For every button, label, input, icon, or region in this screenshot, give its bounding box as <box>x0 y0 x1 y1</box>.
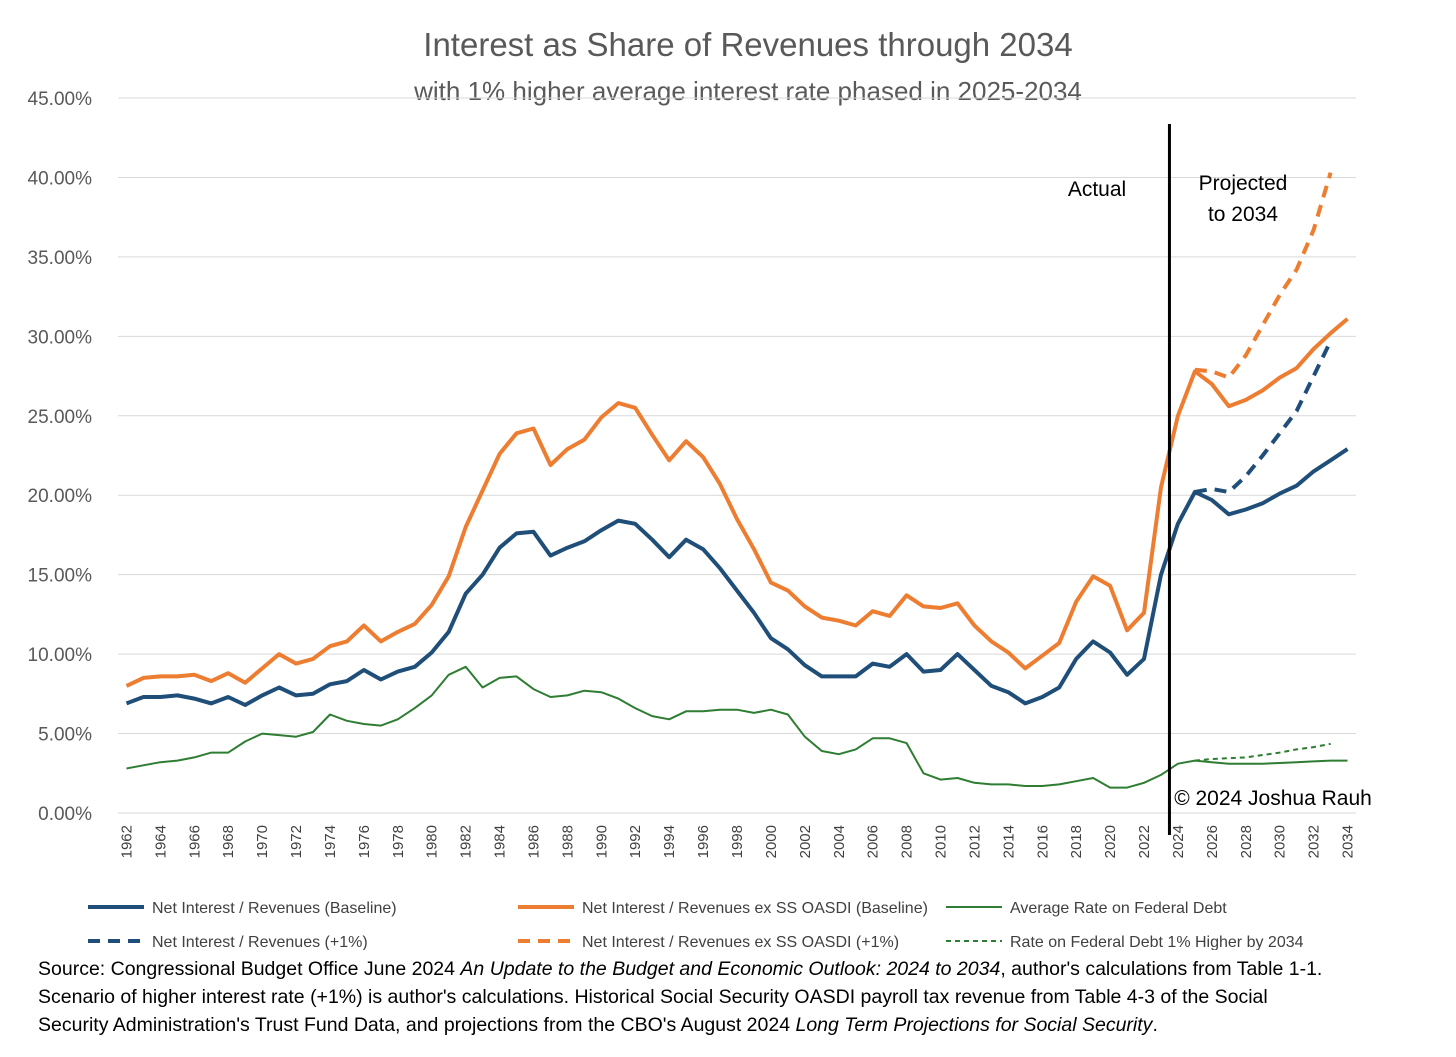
x-tick-label: 1962 <box>118 825 135 858</box>
series-line <box>125 317 1349 688</box>
y-tick-label: 15.00% <box>28 566 93 587</box>
x-tick-label: 1984 <box>492 825 509 858</box>
legend: Net Interest / Revenues (Baseline) Net In… <box>88 900 1304 950</box>
x-tick-label: 2008 <box>899 825 916 858</box>
x-tick-label: 1982 <box>458 825 475 858</box>
x-tick-label: 1992 <box>627 825 644 858</box>
legend-label: Net Interest / Revenues ex SS OASDI (+1%… <box>582 934 899 950</box>
source-line-2: Scenario of higher interest rate (+1%) i… <box>38 986 1268 1008</box>
x-tick-label: 1974 <box>322 825 339 858</box>
x-tick-label: 2024 <box>1170 825 1187 858</box>
projected-label-line1: Projected <box>1199 172 1288 195</box>
series-line <box>1194 742 1331 762</box>
legend-label: Net Interest / Revenues ex SS OASDI (Bas… <box>582 900 928 917</box>
x-tick-label: 2004 <box>831 825 848 858</box>
x-tick-label: 2022 <box>1136 825 1153 858</box>
series-line <box>125 447 1349 707</box>
chart: Interest as Share of Revenues through 20… <box>28 26 1372 950</box>
x-tick-label: 2014 <box>1000 825 1017 858</box>
x-tick-label: 1970 <box>254 825 271 858</box>
x-tick-label: 2018 <box>1068 825 1085 858</box>
x-tick-label: 2026 <box>1204 825 1221 858</box>
y-tick-label: 5.00% <box>38 725 92 746</box>
x-tick-label: 1986 <box>525 825 542 858</box>
x-tick-label: 1976 <box>356 825 373 858</box>
chart-title: Interest as Share of Revenues through 20… <box>423 26 1072 63</box>
x-tick-label: 2000 <box>763 825 780 858</box>
legend-label: Net Interest / Revenues (Baseline) <box>152 900 397 917</box>
y-tick-label: 25.00% <box>28 407 93 428</box>
x-axis-ticks: 1962 1964 1966 1968 1970 1972 1974 1976 1978 1980… <box>118 825 1356 858</box>
x-tick-label: 1968 <box>220 825 237 858</box>
x-tick-label: 1978 <box>390 825 407 858</box>
x-tick-label: 1966 <box>186 825 203 858</box>
copyright-label: © 2024 Joshua Rauh <box>1174 787 1372 810</box>
chart-subtitle: with 1% higher average interest rate pha… <box>413 76 1082 106</box>
legend-label: Net Interest / Revenues (+1%) <box>152 934 368 950</box>
y-tick-label: 40.00% <box>28 168 93 189</box>
y-tick-label: 0.00% <box>38 804 92 825</box>
x-tick-label: 2002 <box>797 825 814 858</box>
y-axis-ticks: 0.00% 5.00% 10.00% 15.00% 20.00% 25.00% 30.00%… <box>28 89 93 825</box>
source-line-3: Security Administration's Trust Fund Dat… <box>38 1014 1158 1036</box>
x-tick-label: 2016 <box>1034 825 1051 858</box>
source-note: Source: Congressional Budget Office June… <box>38 955 1438 1039</box>
x-tick-label: 2030 <box>1272 825 1289 858</box>
x-tick-label: 2020 <box>1102 825 1119 858</box>
series-lines <box>125 172 1349 789</box>
series-line <box>1194 172 1333 380</box>
x-tick-label: 1996 <box>695 825 712 858</box>
x-tick-label: 1998 <box>729 825 746 858</box>
x-tick-label: 2006 <box>865 825 882 858</box>
y-tick-label: 45.00% <box>28 89 93 110</box>
x-tick-label: 1980 <box>424 825 441 858</box>
x-tick-label: 2034 <box>1340 825 1357 858</box>
x-tick-label: 2032 <box>1306 825 1323 858</box>
y-tick-label: 35.00% <box>28 248 93 269</box>
x-tick-label: 2010 <box>933 825 950 858</box>
projected-label-line2: to 2034 <box>1208 203 1278 226</box>
x-tick-label: 1988 <box>559 825 576 858</box>
x-tick-label: 2012 <box>966 825 983 858</box>
y-tick-label: 10.00% <box>28 645 93 666</box>
y-tick-label: 20.00% <box>28 486 93 507</box>
series-line <box>126 665 1348 789</box>
x-tick-label: 1972 <box>288 825 305 858</box>
y-tick-label: 30.00% <box>28 327 93 348</box>
actual-label: Actual <box>1068 178 1126 201</box>
x-tick-label: 2028 <box>1238 825 1255 858</box>
x-tick-label: 1990 <box>593 825 610 858</box>
x-tick-label: 1964 <box>152 825 169 858</box>
legend-label: Rate on Federal Debt 1% Higher by 2034 <box>1010 934 1304 950</box>
source-line-1: Source: Congressional Budget Office June… <box>38 958 1323 980</box>
series-line <box>1194 340 1333 494</box>
legend-label: Average Rate on Federal Debt <box>1010 900 1227 917</box>
x-tick-label: 1994 <box>661 825 678 858</box>
gridlines <box>118 97 1356 814</box>
